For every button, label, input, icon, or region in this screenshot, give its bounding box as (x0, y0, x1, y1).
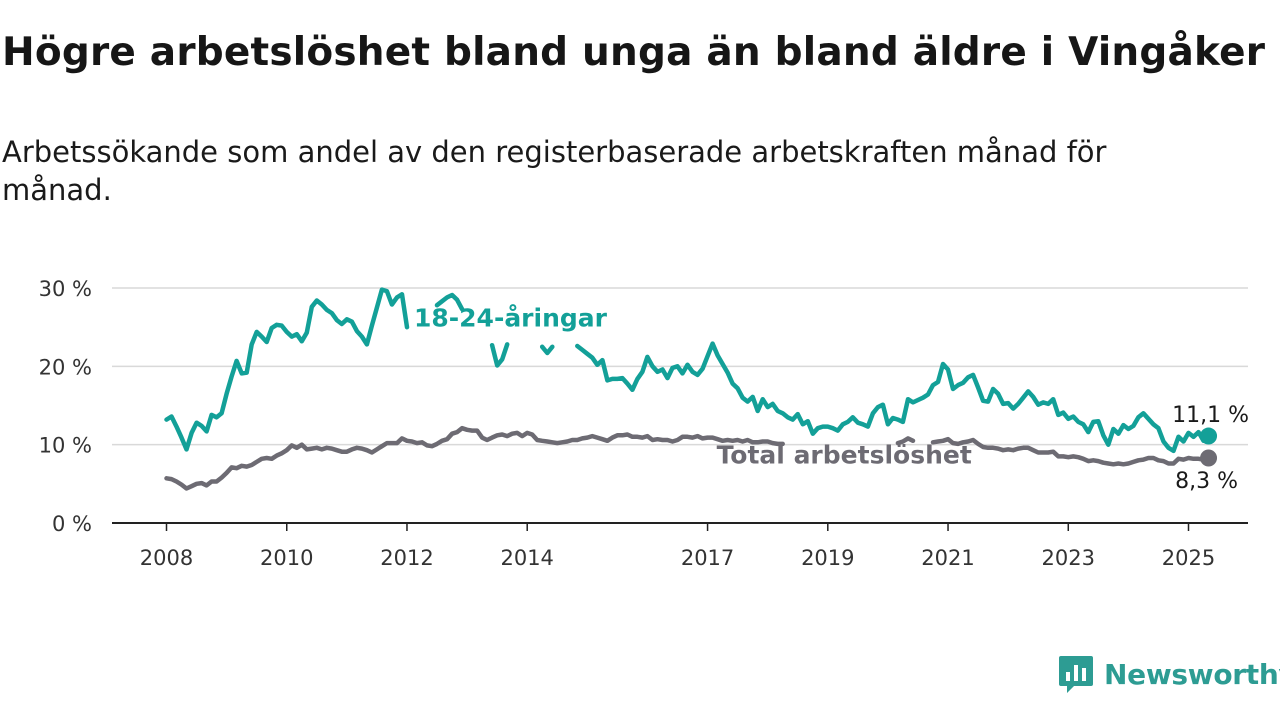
series-youth-name: 18-24-åringar (414, 303, 608, 332)
x-tick-label: 2010 (260, 546, 313, 570)
brand-name: Newsworthy (1104, 657, 1280, 691)
x-axis: 2008 2010 2012 2014 2017 2019 2021 2023 2025 (112, 522, 1248, 570)
x-tick-label: 2023 (1042, 546, 1095, 570)
y-tick-label: 10 % (39, 434, 92, 458)
series-total-end-label: 8,3 % (1175, 469, 1238, 494)
series-total-group (164, 425, 1218, 491)
x-tick-label: 2008 (140, 546, 193, 570)
series-youth-group (164, 287, 1218, 454)
y-axis: 0 % 10 % 20 % 30 % (39, 277, 92, 536)
line-chart: 0 % 10 % 20 % 30 % 2008 2010 2012 2014 2017 2019… (39, 277, 1249, 570)
series-youth-end-label: 11,1 % (1172, 403, 1249, 428)
x-tick-label: 2014 (500, 546, 553, 570)
x-tick-label: 2017 (681, 546, 734, 570)
x-tick-label: 2019 (801, 546, 854, 570)
x-tick-label: 2021 (921, 546, 974, 570)
series-labels: 18-24-åringar Total arbetslöshet 11,1 % 8,3… (414, 303, 1249, 494)
chart-title: Högre arbetslöshet bland unga än bland ä… (2, 30, 1266, 75)
series-youth-end-marker (1200, 427, 1218, 445)
series-total-name: Total arbetslöshet (717, 440, 972, 469)
series-youth-line (164, 287, 1211, 454)
chart-subtitle: Arbetssökande som andel av den registerb… (2, 135, 1107, 207)
x-tick-label: 2012 (380, 546, 433, 570)
y-tick-label: 20 % (39, 355, 92, 379)
newsworthy-logo: Newsworthy (1058, 654, 1280, 694)
x-tick-label: 2025 (1162, 546, 1215, 570)
series-total-line (164, 425, 1211, 491)
y-tick-label: 0 % (52, 512, 92, 536)
series-total-end-marker (1200, 449, 1218, 467)
y-tick-label: 30 % (39, 277, 92, 301)
newsworthy-logo-icon (1059, 656, 1093, 693)
